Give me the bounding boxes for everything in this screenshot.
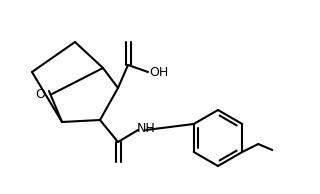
Text: NH: NH	[137, 122, 156, 135]
Text: O: O	[35, 87, 45, 100]
Text: OH: OH	[149, 66, 168, 79]
